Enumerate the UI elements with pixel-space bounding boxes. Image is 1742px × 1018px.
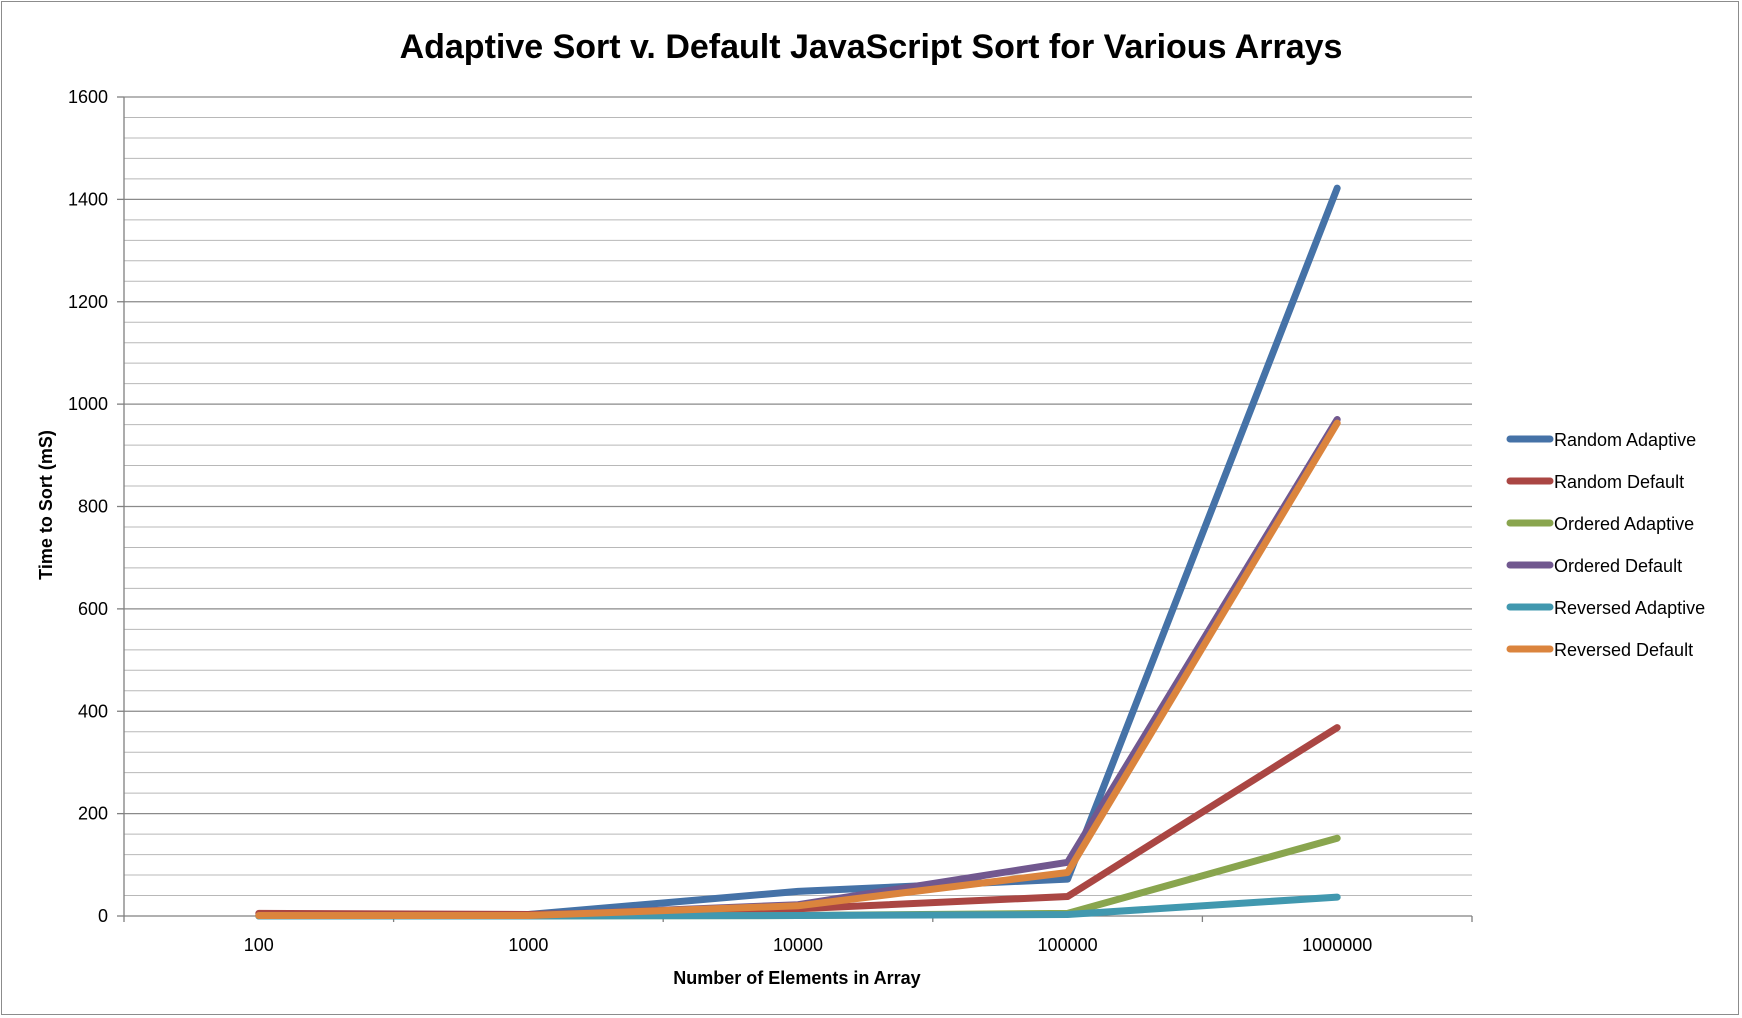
legend-label: Random Adaptive [1554,430,1696,450]
y-tick-labels: 0 200 400 600 800 1000 1200 1400 1600 [68,87,108,926]
grid-lines [124,96,1472,897]
x-tick-label: 1000 [508,935,548,955]
legend-label: Ordered Adaptive [1554,514,1694,534]
legend-label: Ordered Default [1554,556,1682,576]
y-tick-label: 1000 [68,394,108,414]
x-axis-label: Number of Elements in Array [673,968,920,988]
chart-title: Adaptive Sort v. Default JavaScript Sort… [400,28,1343,66]
legend-label: Reversed Adaptive [1554,598,1705,618]
y-tick-label: 1600 [68,87,108,107]
legend-label: Reversed Default [1554,640,1693,660]
x-tick-label: 1000000 [1302,935,1372,955]
x-tick-label: 10000 [773,935,823,955]
series-line-random-adaptive [255,184,1341,919]
y-tick-label: 1200 [68,292,108,312]
y-tick-label: 400 [78,701,108,721]
x-tick-label: 100 [244,935,274,955]
x-tick-labels: 100 1000 10000 100000 1000000 [244,935,1372,955]
series-line-reversed-default [255,419,1341,919]
series-lines [255,184,1341,920]
y-tick-label: 200 [78,804,108,824]
y-tick-label: 600 [78,599,108,619]
y-tick-label: 0 [98,906,108,926]
y-tick-label: 800 [78,497,108,517]
axes [117,96,1473,922]
series-line-ordered-default [255,416,1341,919]
legend-label: Random Default [1554,472,1684,492]
y-tick-label: 1400 [68,189,108,209]
legend: Random Adaptive Random Default Ordered Ada… [1506,430,1705,660]
x-tick-label: 100000 [1038,935,1098,955]
y-axis-label: Time to Sort (mS) [36,430,56,580]
